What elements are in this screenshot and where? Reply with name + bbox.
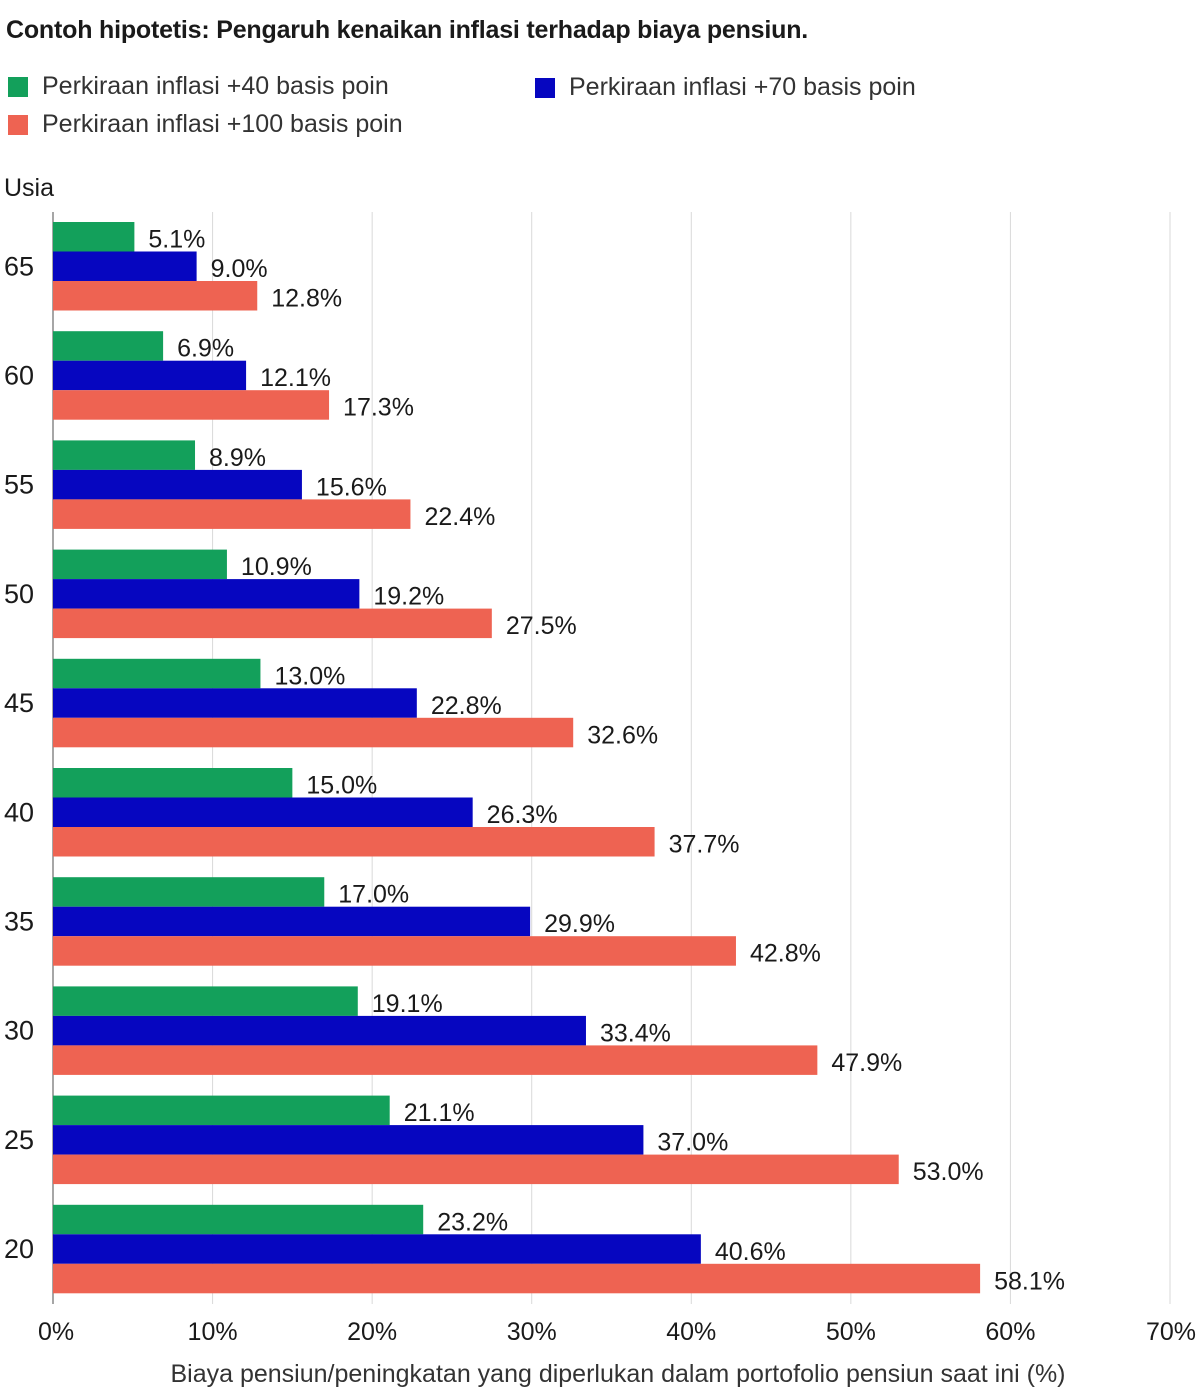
legend-swatch-70bp — [535, 77, 555, 98]
data-label: 22.4% — [424, 503, 495, 531]
bar — [53, 549, 227, 580]
data-label: 32.6% — [587, 721, 658, 749]
bar — [53, 768, 293, 798]
data-label: 9.0% — [211, 255, 268, 283]
data-label: 58.1% — [994, 1267, 1065, 1295]
bars — [53, 222, 981, 1294]
legend-swatch-100bp — [8, 114, 28, 135]
bar — [53, 499, 411, 529]
data-label: 22.8% — [431, 692, 502, 720]
x-tick-label: 40% — [666, 1318, 716, 1346]
bar — [53, 281, 258, 311]
bar — [53, 608, 492, 639]
x-tick-labels: 0% 10% 20% 30% 40% 50% 60% 70% — [38, 1318, 1196, 1346]
x-tick-label: 60% — [985, 1318, 1035, 1346]
legend-label-70bp: Perkiraan inflasi +70 basis poin — [569, 73, 916, 101]
bar — [53, 222, 135, 252]
bar — [53, 936, 736, 966]
legend-item-40bp: Perkiraan inflasi +40 basis poin — [8, 72, 389, 101]
data-label: 10.9% — [241, 553, 312, 581]
data-label: 17.0% — [338, 881, 409, 909]
bar — [53, 827, 655, 857]
x-tick-label: 70% — [1146, 1318, 1196, 1346]
bar — [53, 1095, 390, 1126]
data-label: 5.1% — [148, 226, 205, 254]
bar — [53, 1154, 899, 1185]
data-label: 15.0% — [306, 772, 377, 800]
bar — [53, 906, 531, 937]
data-label: 8.9% — [209, 444, 266, 472]
bar — [53, 1204, 424, 1235]
category-label: 40 — [4, 797, 34, 827]
x-tick-label: 10% — [188, 1318, 238, 1346]
legend-label-40bp: Perkiraan inflasi +40 basis poin — [42, 72, 389, 100]
bar — [53, 1125, 644, 1155]
data-label: 19.1% — [372, 990, 443, 1018]
category-label: 50 — [4, 579, 34, 609]
bar — [53, 1234, 701, 1264]
bar — [53, 440, 196, 470]
data-label: 21.1% — [404, 1099, 475, 1127]
bar — [53, 579, 360, 609]
bar — [53, 331, 164, 361]
data-label: 40.6% — [715, 1238, 786, 1266]
data-label: 19.2% — [373, 583, 444, 611]
data-label: 37.0% — [657, 1129, 728, 1157]
data-label: 37.7% — [669, 831, 740, 859]
legend-label-100bp: Perkiraan inflasi +100 basis poin — [42, 110, 403, 138]
category-label: 65 — [4, 251, 34, 281]
category-label: 45 — [4, 688, 34, 718]
data-label: 33.4% — [600, 1019, 671, 1047]
x-tick-label: 30% — [507, 1318, 557, 1346]
data-label: 26.3% — [487, 801, 558, 829]
bar — [53, 877, 325, 907]
category-label: 35 — [4, 906, 34, 936]
bar — [53, 469, 302, 500]
data-label: 27.5% — [506, 612, 577, 640]
x-tick-label: 50% — [826, 1318, 876, 1346]
bar — [53, 797, 473, 827]
bar — [53, 658, 261, 689]
category-label: 20 — [4, 1234, 34, 1264]
category-label: 25 — [4, 1125, 34, 1155]
category-label: 60 — [4, 360, 34, 390]
legend-item-70bp: Perkiraan inflasi +70 basis poin — [535, 73, 916, 102]
data-label: 6.9% — [177, 335, 234, 363]
category-label: 30 — [4, 1016, 34, 1046]
bar — [53, 1263, 981, 1294]
category-label: 55 — [4, 470, 34, 500]
data-label: 29.9% — [544, 910, 615, 938]
legend-item-100bp: Perkiraan inflasi +100 basis poin — [8, 110, 403, 139]
bar — [53, 688, 417, 718]
bar — [53, 1015, 586, 1046]
bar — [53, 390, 330, 420]
category-labels: 65 60 55 50 45 40 35 30 25 20 — [4, 251, 34, 1264]
y-axis-title: Usia — [4, 174, 54, 202]
bar — [53, 1045, 818, 1075]
data-label: 12.8% — [271, 285, 342, 313]
data-label: 23.2% — [437, 1208, 508, 1236]
bar — [53, 717, 574, 748]
x-tick-label: 0% — [38, 1318, 74, 1346]
bar — [53, 986, 358, 1016]
data-label: 53.0% — [913, 1158, 984, 1186]
x-axis-title: Biaya pensiun/peningkatan yang diperluka… — [170, 1360, 1065, 1388]
data-label: 12.1% — [260, 364, 331, 392]
data-label: 13.0% — [274, 662, 345, 690]
data-labels: 5.1%9.0%12.8% 6.9% 12.1% 17.3% 8.9% 15.6% 22.4… — [148, 226, 1065, 1296]
data-label: 47.9% — [831, 1049, 902, 1077]
legend-swatch-40bp — [8, 76, 28, 97]
bar — [53, 360, 247, 391]
data-label: 17.3% — [343, 394, 414, 422]
bar — [53, 251, 197, 281]
data-label: 15.6% — [316, 473, 387, 501]
x-tick-label: 20% — [347, 1318, 397, 1346]
data-label: 42.8% — [750, 940, 821, 968]
chart-title: Contoh hipotetis: Pengaruh kenaikan infl… — [6, 16, 809, 44]
